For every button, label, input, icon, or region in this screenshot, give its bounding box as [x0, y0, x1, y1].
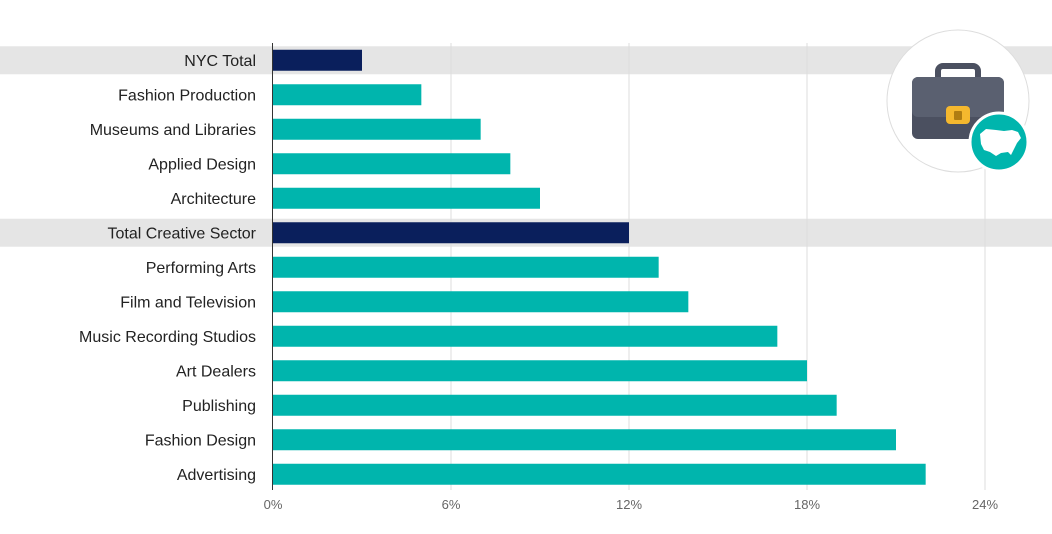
- category-label: Museums and Libraries: [90, 122, 256, 139]
- bar-performing-arts[interactable]: [273, 256, 659, 278]
- x-tick-labels: 0% 6% 12% 18% 24%: [264, 497, 999, 512]
- x-tick-label: 6%: [442, 497, 461, 512]
- category-label: Publishing: [182, 398, 256, 415]
- x-tick-label: 24%: [972, 497, 998, 512]
- category-label: Film and Television: [120, 294, 256, 311]
- category-label: Music Recording Studios: [79, 329, 256, 346]
- bar-music-recording-studios[interactable]: [273, 325, 778, 347]
- bar-total-creative-sector[interactable]: [273, 222, 629, 244]
- x-tick-label: 0%: [264, 497, 283, 512]
- category-label: Fashion Production: [118, 87, 256, 104]
- category-label: Applied Design: [148, 156, 256, 173]
- bar-art-dealers[interactable]: [273, 360, 807, 382]
- category-label: NYC Total: [184, 53, 256, 70]
- category-label: Performing Arts: [146, 260, 256, 277]
- bar-advertising[interactable]: [273, 463, 926, 485]
- category-labels: NYC Total Fashion Production Museums and L…: [79, 53, 257, 484]
- x-tick-label: 18%: [794, 497, 820, 512]
- bar-fashion-design[interactable]: [273, 429, 896, 451]
- category-label: Art Dealers: [176, 363, 256, 380]
- bar-film-and-television[interactable]: [273, 291, 689, 313]
- bars: [273, 49, 926, 485]
- bar-museums-and-libraries[interactable]: [273, 118, 481, 140]
- highlight-band: [0, 46, 1052, 75]
- bar-nyc-total[interactable]: [273, 49, 362, 71]
- bar-architecture[interactable]: [273, 187, 540, 209]
- category-label: Architecture: [171, 191, 256, 208]
- briefcase-usa-icon: [886, 29, 1030, 173]
- category-label: Total Creative Sector: [107, 225, 256, 242]
- category-label: Fashion Design: [145, 432, 256, 449]
- bar-applied-design[interactable]: [273, 153, 511, 175]
- category-label: Advertising: [177, 467, 256, 484]
- x-tick-label: 12%: [616, 497, 642, 512]
- bar-publishing[interactable]: [273, 394, 837, 416]
- bar-fashion-production[interactable]: [273, 84, 422, 106]
